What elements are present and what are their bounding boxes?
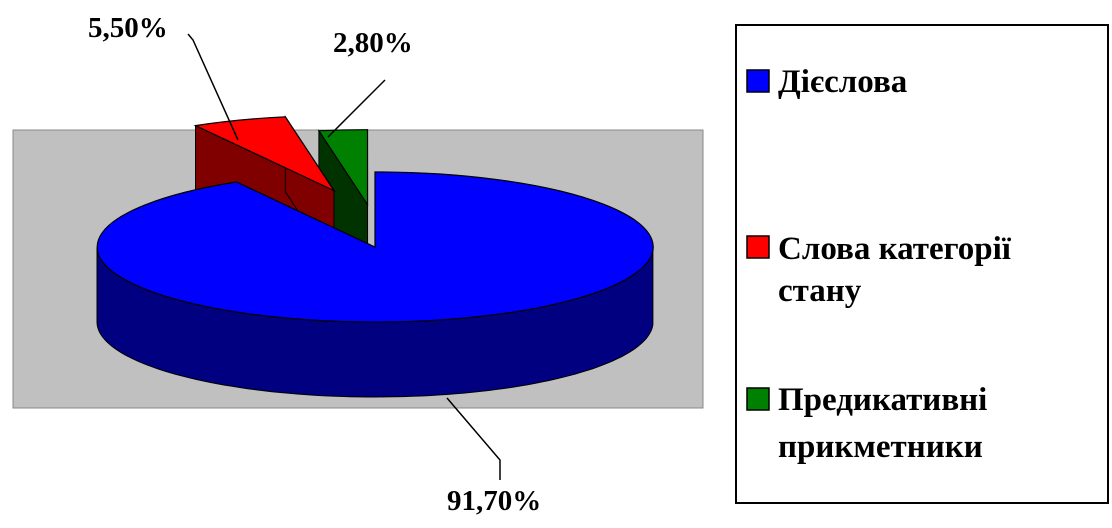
pie-top-dieslova <box>96 171 654 323</box>
leader-line-slova-katehorii-stanu <box>187 33 239 141</box>
legend-swatch-predykatyvni-prykmetnyky <box>746 387 770 411</box>
legend-box <box>735 24 1109 504</box>
pie-top-predykatyvni-prykmetnyky <box>317 129 369 207</box>
leader-line-predykatyvni-prykmetnyky <box>327 79 386 138</box>
legend-label-predykatyvni-prykmetnyky-line1: Предикативні <box>778 382 987 418</box>
data-label-slova-katehorii-stanu: 5,50% <box>88 12 168 44</box>
legend-swatch-slova-katehorii-stanu <box>746 235 770 259</box>
pie-slices <box>96 115 654 398</box>
legend: Дієслова Слова категорії стану Предикати… <box>735 24 1109 504</box>
legend-label-slova-katehorii-stanu-line1: Слова категорії <box>778 231 1012 267</box>
legend-label-predykatyvni-prykmetnyky-line2: прикметники <box>778 429 983 465</box>
legend-swatch-dieslova <box>746 69 770 93</box>
leader-line-dieslova <box>446 397 501 480</box>
pie-slice-dieslova <box>96 171 654 398</box>
data-label-dieslova: 91,70% <box>447 485 541 517</box>
legend-label-slova-katehorii-stanu-line2: стану <box>778 273 862 309</box>
data-label-predykatyvni-prykmetnyky: 2,80% <box>333 27 413 59</box>
leader-lines <box>187 33 501 480</box>
legend-label-dieslova: Дієслова <box>778 64 907 100</box>
pie-top-slova-katehorii-stanu <box>193 116 336 193</box>
